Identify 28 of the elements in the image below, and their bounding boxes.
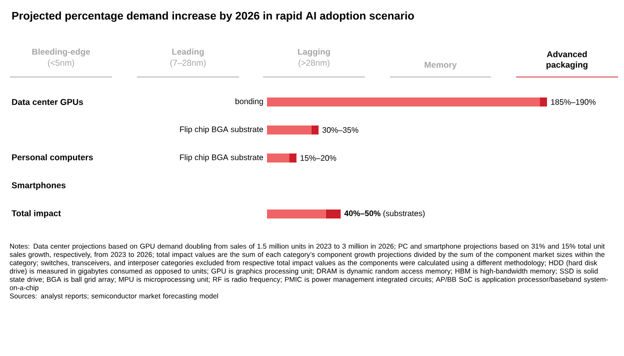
bar xyxy=(267,98,540,106)
text: (7–28nm) xyxy=(170,60,206,68)
data-label: 30%–35% xyxy=(322,127,358,133)
text: Smartphones xyxy=(12,182,66,190)
data-label: 185%–190% xyxy=(551,99,596,105)
text: Data center GPUs xyxy=(12,98,83,105)
text: Leading xyxy=(172,48,204,56)
text: (<5nm) xyxy=(48,60,74,68)
bar xyxy=(267,153,290,162)
text: Memory xyxy=(424,62,457,70)
chart-title: Projected percentage demand increase by 2026 in rapid AI adoption scenario xyxy=(12,12,414,22)
bar xyxy=(326,209,341,218)
bar xyxy=(267,126,312,134)
bar xyxy=(289,153,296,162)
y-tick-label: bonding xyxy=(236,98,263,106)
data-label: 15%–20% xyxy=(300,155,336,161)
y-tick-label: Flip chip BGA substrate xyxy=(180,126,264,134)
text: Advanced packaging xyxy=(546,51,588,70)
text: Lagging xyxy=(298,48,330,56)
text: Personal computers xyxy=(12,154,93,162)
text: Bleeding-edge xyxy=(32,48,90,56)
text: (>28nm) xyxy=(298,60,330,68)
data-label: 40%–50% (substrates) xyxy=(344,210,425,218)
bar xyxy=(267,209,326,218)
y-tick-label: Flip chip BGA substrate xyxy=(180,154,264,162)
bar xyxy=(311,126,319,134)
text: Total impact xyxy=(12,210,61,218)
bar xyxy=(540,98,547,106)
